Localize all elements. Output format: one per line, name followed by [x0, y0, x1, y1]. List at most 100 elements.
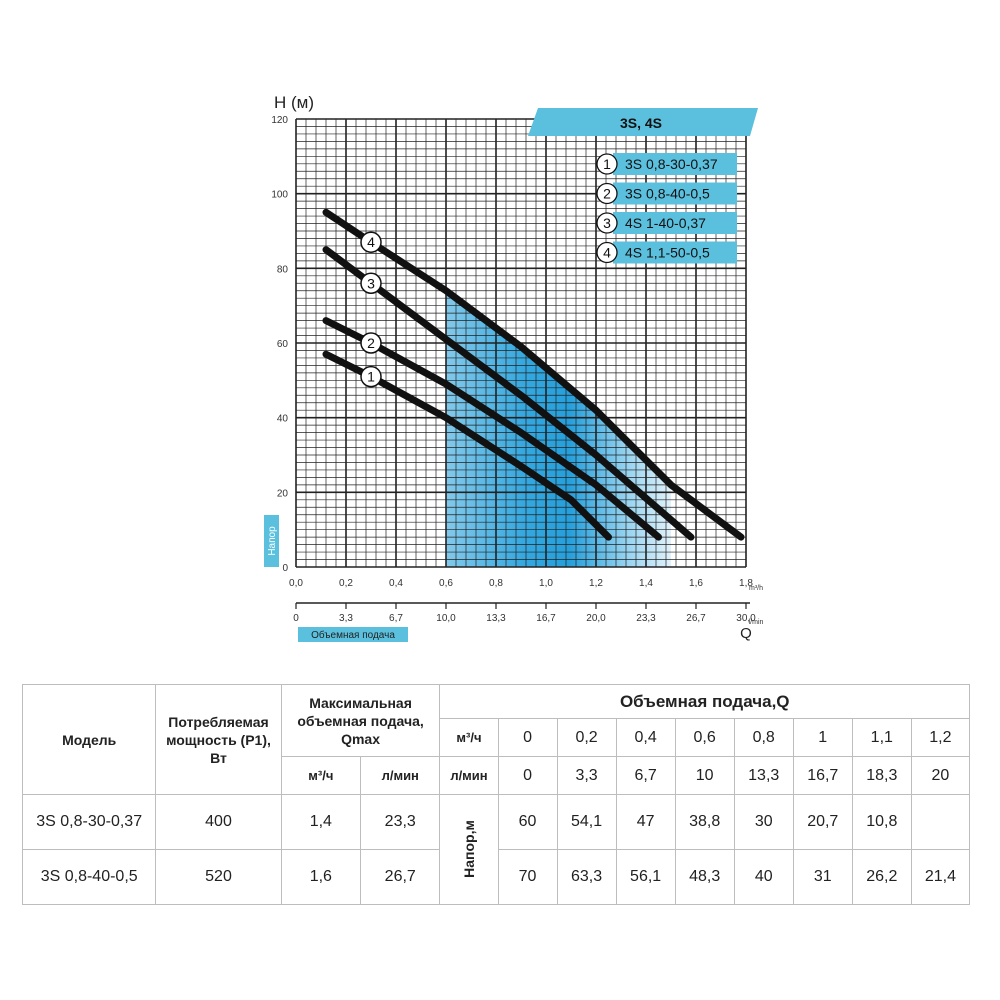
legend-swatch-3 [613, 212, 737, 234]
head-value-cell: 60 [497, 794, 558, 850]
header-qmax: Максимальная объемная подача, Qmax [280, 684, 441, 757]
x-tick-label-m3h: 1,4 [639, 578, 653, 589]
unit-lmin-label: л/мин [439, 756, 499, 795]
y-axis-label: H (м) [274, 93, 314, 112]
head-value-cell: 47 [615, 794, 676, 850]
flow-m3h-value: 1,1 [851, 718, 912, 757]
legend-marker-1 [596, 153, 618, 175]
x-tick-label-m3h: 0,4 [389, 578, 403, 589]
legend-marker-4 [596, 241, 618, 264]
x-tick-label-lmin: 6,7 [389, 613, 403, 624]
head-value-cell: 26,2 [851, 849, 912, 905]
head-label-cell: Напор,м [439, 794, 499, 905]
x-tick-label-m3h: 1,8 [739, 578, 753, 589]
x-tick-label-lmin: 23,3 [636, 613, 656, 624]
flow-m3h-value: 0,4 [615, 718, 676, 757]
series-marker-4 [360, 231, 382, 253]
x-tick-label-lmin: 10,0 [436, 613, 456, 624]
series-marker-label: 3 [367, 275, 375, 291]
head-value-cell: 48,3 [674, 849, 735, 905]
y-tag-box [264, 515, 279, 567]
legend-swatch-2 [613, 182, 737, 205]
flow-lmin-value: 10 [674, 756, 735, 795]
series-marker-2 [360, 332, 382, 354]
head-value-cell: 21,4 [910, 849, 971, 905]
series-marker-1 [360, 365, 382, 388]
table-row: 3S 0,8-30-0,37 400 1,4 23,3 Напор,м 60 54… [21, 794, 971, 905]
legend-entry-label: 3S 0,8-30-0,37 [625, 156, 718, 172]
title-banner [528, 108, 758, 136]
spec-table: Модель Потребляемая мощность (Р1), Вт Ма… [21, 684, 971, 905]
flow-lmin-value: 20 [910, 756, 971, 795]
legend-entry-label: 4S 1,1-50-0,5 [625, 245, 710, 261]
head-value-cell: 30 [733, 794, 794, 850]
legend-marker-label: 4 [603, 245, 611, 261]
x-tick-label-m3h: 1,6 [689, 578, 703, 589]
flow-m3h-value: 1,2 [910, 718, 971, 757]
flow-m3h-value: 0,6 [674, 718, 735, 757]
legend-marker-2 [596, 182, 618, 205]
y-tick-label: 60 [277, 339, 289, 350]
y-tick-label: 40 [277, 414, 289, 425]
x-unit-m3h: m³/h [749, 585, 763, 592]
x-tick-label-m3h: 0,0 [289, 578, 303, 589]
flow-m3h-value: 0,8 [733, 718, 794, 757]
legend-marker-label: 3 [603, 215, 611, 231]
legend-swatch-1 [613, 153, 737, 175]
x-tick-label-lmin: 0 [293, 613, 299, 624]
head-value-cell: 20,7 [792, 794, 853, 850]
x-tick-label-lmin: 30,0 [736, 613, 756, 624]
flow-lmin-value: 16,7 [792, 756, 853, 795]
flow-m3h-value: 0,2 [556, 718, 617, 757]
flow-lmin-value: 0 [497, 756, 558, 795]
x-tick-label-m3h: 0,8 [489, 578, 503, 589]
x-tick-label-m3h: 1,0 [539, 578, 553, 589]
head-value-cell [910, 794, 971, 850]
qmax-unit-lmin: л/мин [360, 756, 441, 795]
head-label: Напор,м [461, 819, 478, 878]
y-tick-label: 120 [271, 115, 288, 126]
head-value-cell: 40 [733, 849, 794, 905]
x-tick-label-lmin: 13,3 [486, 613, 506, 624]
qmax-lmin-cell: 23,3 [360, 794, 441, 850]
y-tag-label: Напор [267, 526, 278, 556]
y-tick-label: 20 [277, 488, 289, 499]
y-tick-label: 100 [271, 190, 288, 201]
power-cell: 400 [155, 794, 282, 850]
model-cell: 3S 0,8-40-0,5 [21, 849, 157, 905]
flow-lmin-value: 18,3 [851, 756, 912, 795]
qmax-lmin-cell: 26,7 [360, 849, 441, 905]
power-cell: 520 [155, 849, 282, 905]
x-tag-label: Объемная подача [311, 629, 395, 641]
flow-lmin-value: 6,7 [615, 756, 676, 795]
head-value-cell: 38,8 [674, 794, 735, 850]
head-value-cell: 70 [497, 849, 558, 905]
y-tick-label: 0 [282, 563, 288, 574]
x-tick-label-lmin: 20,0 [586, 613, 606, 624]
x-unit-lmin: l/min [749, 619, 764, 626]
x-tick-label-m3h: 1,2 [589, 578, 603, 589]
chart-title: 3S, 4S [620, 115, 662, 131]
header-model: Модель [21, 684, 157, 795]
x-tag-box [298, 627, 408, 642]
head-value-cell: 56,1 [615, 849, 676, 905]
x-tick-label-lmin: 16,7 [536, 613, 556, 624]
x-tick-label-lmin: 26,7 [686, 613, 706, 624]
x-tick-label-m3h: 0,6 [439, 578, 453, 589]
series-marker-label: 4 [367, 234, 375, 250]
qmax-m3h-cell: 1,4 [280, 794, 362, 850]
table-row: 3S 0,8-40-0,5 520 1,6 26,7 70 63,3 56,1 48,… [21, 849, 971, 905]
legend-entry-label: 4S 1-40-0,37 [625, 215, 706, 231]
q-label: Q [740, 625, 752, 642]
header-power: Потребляемая мощность (Р1), Вт [155, 684, 282, 795]
qmax-m3h-cell: 1,6 [280, 849, 362, 905]
head-value-cell: 10,8 [851, 794, 912, 850]
head-value-cell: 63,3 [556, 849, 617, 905]
qmax-unit-m3h: м³/ч [280, 756, 362, 795]
flow-m3h-value: 0 [497, 718, 558, 757]
legend-marker-label: 2 [603, 186, 611, 202]
header-flow: Объемная подача,Q [439, 684, 970, 719]
x-tick-label-m3h: 0,2 [339, 578, 353, 589]
flow-m3h-value: 1 [792, 718, 853, 757]
